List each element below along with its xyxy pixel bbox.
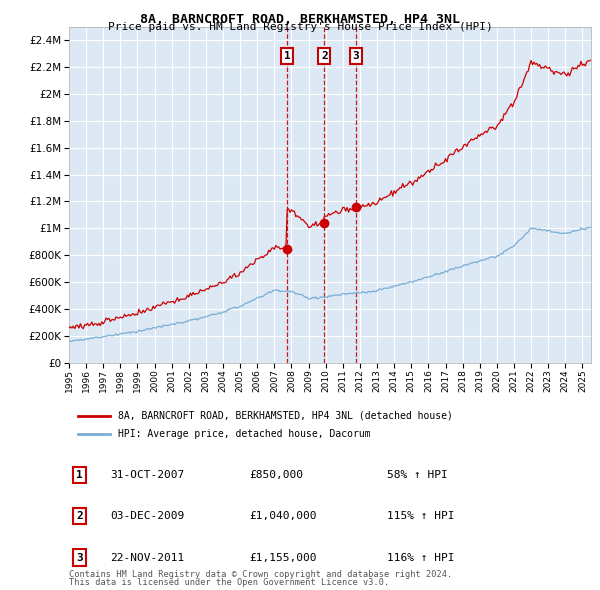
Text: HPI: Average price, detached house, Dacorum: HPI: Average price, detached house, Daco… bbox=[119, 429, 371, 439]
Text: 58% ↑ HPI: 58% ↑ HPI bbox=[387, 470, 448, 480]
Text: 8A, BARNCROFT ROAD, BERKHAMSTED, HP4 3NL: 8A, BARNCROFT ROAD, BERKHAMSTED, HP4 3NL bbox=[140, 13, 460, 26]
Text: 31-OCT-2007: 31-OCT-2007 bbox=[110, 470, 184, 480]
Text: Contains HM Land Registry data © Crown copyright and database right 2024.: Contains HM Land Registry data © Crown c… bbox=[69, 571, 452, 579]
Text: This data is licensed under the Open Government Licence v3.0.: This data is licensed under the Open Gov… bbox=[69, 578, 389, 587]
Text: 22-NOV-2011: 22-NOV-2011 bbox=[110, 553, 184, 562]
Text: 8A, BARNCROFT ROAD, BERKHAMSTED, HP4 3NL (detached house): 8A, BARNCROFT ROAD, BERKHAMSTED, HP4 3NL… bbox=[119, 411, 454, 421]
Text: 3: 3 bbox=[352, 51, 359, 61]
Text: 1: 1 bbox=[76, 470, 83, 480]
Text: £1,155,000: £1,155,000 bbox=[249, 553, 317, 562]
Text: 115% ↑ HPI: 115% ↑ HPI bbox=[387, 512, 455, 521]
Text: 3: 3 bbox=[76, 553, 83, 562]
Text: 1: 1 bbox=[284, 51, 290, 61]
Text: 03-DEC-2009: 03-DEC-2009 bbox=[110, 512, 184, 521]
Text: £1,040,000: £1,040,000 bbox=[249, 512, 317, 521]
Text: £850,000: £850,000 bbox=[249, 470, 303, 480]
Text: 2: 2 bbox=[321, 51, 328, 61]
Text: 2: 2 bbox=[76, 512, 83, 521]
Text: Price paid vs. HM Land Registry's House Price Index (HPI): Price paid vs. HM Land Registry's House … bbox=[107, 22, 493, 32]
Text: 116% ↑ HPI: 116% ↑ HPI bbox=[387, 553, 455, 562]
